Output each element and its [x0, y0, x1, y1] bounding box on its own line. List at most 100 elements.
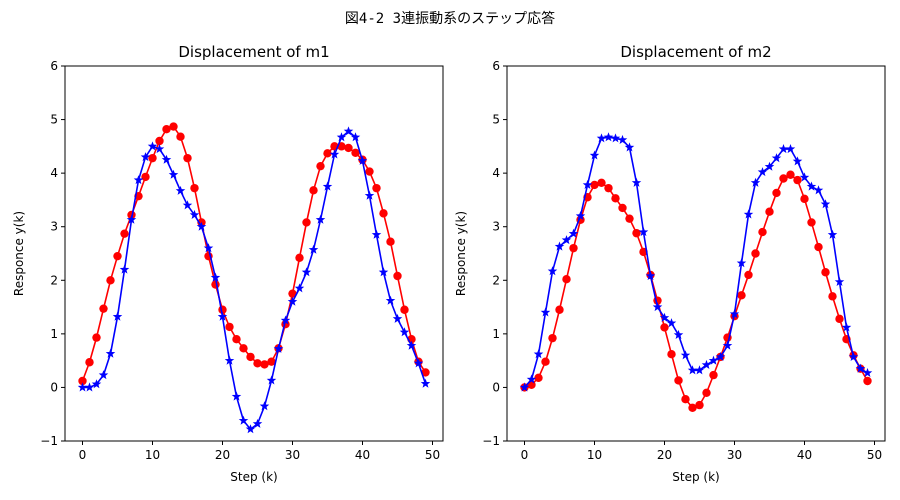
data-point — [540, 307, 551, 317]
data-point — [862, 367, 873, 378]
chart-panel-2: 0 10 20 30 40 50 −1 0 1 2 3 4 5 6 Displacement of m2 St… — [454, 43, 886, 484]
data-point — [344, 143, 353, 153]
data-point — [287, 296, 298, 306]
data-point — [169, 122, 178, 131]
data-point — [225, 322, 234, 332]
data-point — [604, 183, 613, 193]
data-point — [267, 357, 276, 366]
data-point — [176, 132, 185, 141]
data-point — [294, 283, 305, 293]
data-point — [638, 227, 649, 237]
data-point — [393, 271, 402, 281]
data-point — [336, 132, 347, 142]
data-point — [660, 323, 669, 332]
data-point — [252, 418, 263, 428]
data-point — [562, 275, 571, 284]
data-point — [245, 424, 256, 434]
data-point — [807, 218, 816, 227]
data-point — [835, 314, 844, 324]
data-point — [813, 185, 824, 195]
data-point — [680, 350, 691, 360]
y-tick-label: 0 — [50, 380, 58, 394]
data-point — [792, 156, 803, 166]
data-point — [786, 170, 795, 179]
data-point — [758, 227, 767, 237]
data-point — [385, 295, 396, 305]
data-point — [147, 141, 158, 151]
data-point — [834, 276, 845, 286]
x-tick-label: 50 — [867, 448, 882, 462]
data-point — [841, 322, 852, 332]
data-point — [687, 365, 698, 375]
data-point — [386, 237, 395, 246]
data-point — [350, 132, 361, 142]
data-point — [820, 199, 831, 209]
data-point — [183, 153, 192, 163]
data-point — [618, 203, 627, 213]
data-point — [420, 378, 431, 388]
data-point — [729, 309, 740, 319]
data-point — [569, 243, 578, 253]
data-point — [806, 181, 817, 191]
data-point — [308, 244, 319, 254]
y-tick-label: −1 — [482, 434, 500, 448]
data-point — [273, 343, 284, 353]
data-point — [659, 312, 670, 322]
data-point — [736, 258, 747, 268]
data-point — [119, 264, 130, 274]
data-point — [99, 304, 108, 313]
data-point — [848, 351, 859, 361]
data-point — [701, 359, 712, 369]
data-point — [217, 311, 228, 321]
data-point — [295, 253, 304, 262]
data-point — [329, 149, 340, 159]
data-point — [189, 209, 200, 219]
data-point — [625, 214, 634, 223]
data-point — [631, 177, 642, 187]
data-point — [597, 178, 606, 187]
data-point — [702, 388, 711, 397]
data-point — [519, 382, 530, 392]
data-point — [126, 214, 137, 224]
data-point — [793, 175, 802, 185]
data-point — [855, 363, 866, 373]
data-point — [709, 370, 718, 380]
data-point — [343, 126, 354, 136]
data-point — [364, 190, 375, 200]
data-point — [785, 144, 796, 154]
data-point — [84, 382, 95, 392]
x-tick-label: 20 — [215, 448, 230, 462]
y-tick-label: 4 — [492, 166, 500, 180]
axes-frame — [64, 65, 444, 442]
data-point — [863, 376, 872, 386]
data-point — [534, 373, 543, 382]
data-point — [231, 391, 242, 401]
chart-title: Displacement of m1 — [178, 43, 329, 61]
data-point — [674, 376, 683, 385]
data-point — [590, 180, 599, 190]
data-point — [611, 194, 620, 203]
data-point — [548, 333, 557, 343]
data-point — [547, 266, 558, 276]
data-point — [765, 207, 774, 216]
data-point — [288, 289, 297, 298]
data-point — [266, 375, 277, 385]
data-point — [309, 186, 318, 195]
data-point — [610, 133, 621, 143]
series-line-2 — [82, 130, 427, 431]
data-point — [203, 243, 214, 253]
data-point — [224, 355, 235, 365]
data-point — [232, 335, 241, 344]
data-point — [322, 181, 333, 191]
data-point — [673, 329, 684, 339]
data-point — [695, 400, 704, 410]
x-tick-label: 0 — [521, 448, 529, 462]
y-tick-label: 2 — [50, 273, 58, 287]
y-tick-label: 1 — [492, 327, 500, 341]
data-point — [757, 167, 768, 177]
data-point — [708, 355, 719, 365]
data-point — [196, 221, 207, 231]
data-point — [526, 374, 537, 384]
data-point — [239, 344, 248, 353]
data-point — [148, 153, 157, 163]
